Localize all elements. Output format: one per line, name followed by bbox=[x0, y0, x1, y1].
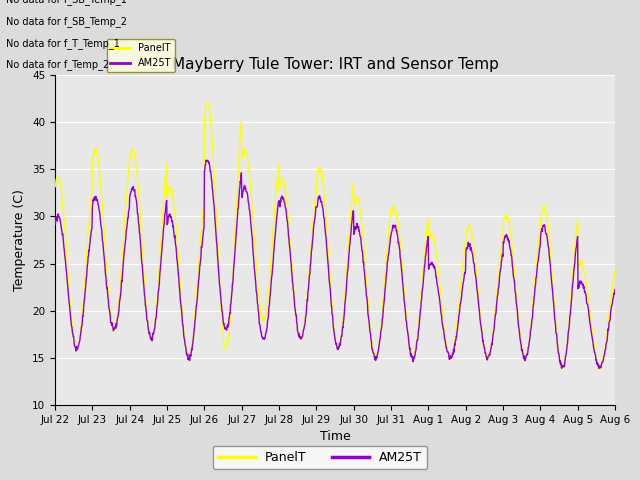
Text: No data for f_Temp_2: No data for f_Temp_2 bbox=[6, 60, 109, 70]
Text: No data for f_SB_Temp_1: No data for f_SB_Temp_1 bbox=[6, 0, 127, 5]
Text: No data for f_SB_Temp_2: No data for f_SB_Temp_2 bbox=[6, 16, 127, 27]
Text: No data for f_T_Temp_1: No data for f_T_Temp_1 bbox=[6, 38, 120, 48]
Legend: PanelT, AM25T: PanelT, AM25T bbox=[212, 446, 428, 469]
X-axis label: Time: Time bbox=[319, 430, 350, 443]
Title: Mayberry Tule Tower: IRT and Sensor Temp: Mayberry Tule Tower: IRT and Sensor Temp bbox=[172, 58, 499, 72]
Y-axis label: Temperature (C): Temperature (C) bbox=[13, 189, 26, 291]
Legend: PanelT, AM25T: PanelT, AM25T bbox=[106, 39, 175, 72]
